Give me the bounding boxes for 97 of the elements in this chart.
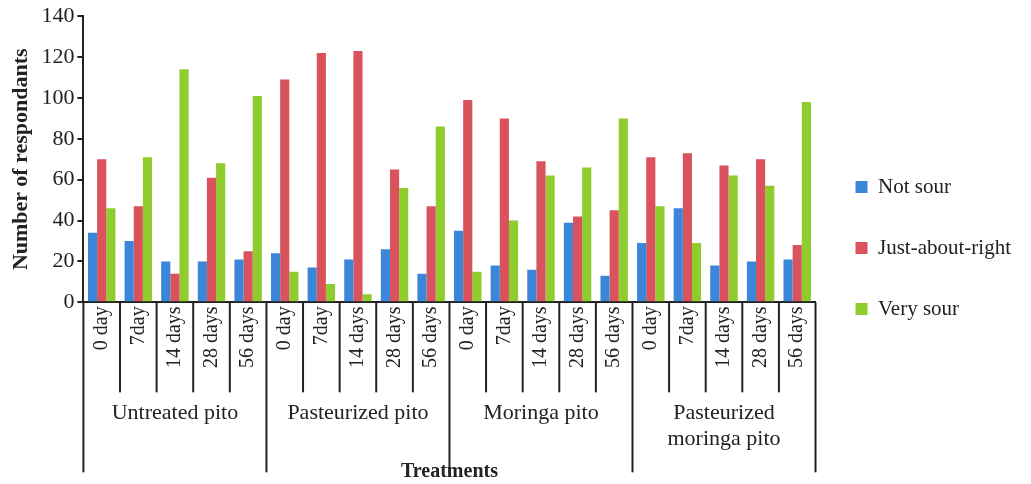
bar	[316, 52, 326, 302]
bar	[673, 208, 683, 302]
bar	[161, 261, 171, 302]
y-tick-label: 0	[63, 288, 75, 314]
bar	[97, 159, 107, 302]
bar	[243, 251, 253, 302]
bar	[655, 206, 665, 302]
bar	[124, 241, 134, 302]
y-tick-label: 140	[41, 1, 75, 27]
x-tick-label: 56 days	[784, 306, 808, 369]
x-tick-label: 28 days	[747, 306, 771, 369]
y-tick-label: 120	[41, 42, 75, 68]
legend-label: Just-about-right	[878, 234, 1012, 259]
bar	[637, 243, 647, 302]
bar	[170, 273, 180, 302]
bar	[454, 230, 464, 302]
bar	[783, 259, 793, 302]
bar	[563, 222, 573, 302]
bar	[618, 118, 628, 302]
bar	[106, 208, 116, 302]
bar	[582, 167, 592, 302]
bar	[472, 271, 482, 302]
x-axis-title: Treatments	[400, 459, 499, 482]
y-axis-title: Number of respondants	[6, 48, 32, 271]
x-tick-label: 7day	[125, 306, 149, 346]
bar	[792, 245, 802, 302]
bar	[216, 163, 226, 302]
bar	[197, 261, 207, 302]
bar	[252, 95, 262, 302]
bar	[545, 175, 555, 302]
y-tick-label: 80	[52, 124, 75, 150]
bar	[801, 102, 811, 302]
text: Untreated pito	[111, 399, 239, 425]
bar	[234, 259, 244, 302]
x-tick-label: 28 days	[564, 306, 588, 369]
bar	[271, 253, 281, 302]
bar	[325, 283, 336, 302]
x-tick-label: 56 days	[235, 306, 259, 369]
bar	[435, 126, 445, 302]
bar	[765, 185, 775, 302]
bar	[344, 259, 354, 302]
x-tick-label: 56 days	[418, 306, 442, 369]
bar	[179, 69, 189, 302]
bar	[133, 206, 143, 302]
x-tick-label: 7day	[308, 306, 332, 346]
y-tick-label: 60	[52, 165, 75, 191]
x-tick-label: 0 day	[271, 306, 295, 351]
bar	[490, 265, 500, 302]
y-tick-label: 20	[52, 247, 75, 273]
x-tick-label: 7day	[674, 306, 698, 346]
bar	[463, 100, 473, 302]
text: Pasteurized moringa pito	[667, 399, 781, 451]
bar	[280, 79, 290, 302]
bar	[573, 216, 583, 302]
bar	[646, 157, 656, 302]
bar	[508, 220, 519, 302]
bar	[87, 232, 98, 302]
y-tick-label: 40	[52, 206, 75, 232]
x-tick-label: 7day	[491, 306, 515, 346]
x-tick-label: 0 day	[88, 306, 112, 351]
bar	[499, 118, 509, 302]
bar	[289, 271, 299, 302]
bar	[682, 153, 692, 302]
bar	[417, 273, 427, 302]
bar	[600, 275, 610, 302]
legend-label: Very sour	[878, 295, 960, 320]
bar	[527, 269, 537, 302]
x-tick-label: 56 days	[601, 306, 625, 369]
x-tick-label: 14 days	[528, 306, 552, 369]
x-tick-label: 0 day	[638, 306, 662, 351]
bar	[389, 169, 400, 302]
x-tick-label: 14 days	[162, 306, 186, 369]
text: Moringa pito	[483, 399, 599, 425]
bar	[362, 294, 372, 302]
bar	[142, 157, 153, 302]
bar	[353, 50, 363, 302]
x-tick-label: 0 day	[455, 306, 479, 351]
x-tick-label: 28 days	[198, 306, 222, 369]
x-tick-label: 14 days	[711, 306, 735, 369]
x-tick-label: 28 days	[381, 306, 405, 369]
bar	[399, 187, 409, 302]
bar	[307, 267, 317, 302]
x-tick-label: 14 days	[345, 306, 369, 369]
bar	[756, 159, 766, 302]
bar	[380, 249, 390, 302]
bar	[426, 206, 436, 302]
bar	[710, 265, 720, 302]
bar	[536, 161, 546, 302]
y-tick-label: 100	[41, 83, 75, 109]
bar	[609, 210, 619, 302]
bar	[728, 175, 738, 302]
bar	[719, 165, 729, 302]
text: Pasteurized pito	[287, 399, 429, 425]
legend-label: Not sour	[878, 173, 951, 198]
bar	[746, 261, 757, 302]
bar	[691, 243, 702, 302]
bar	[206, 177, 217, 302]
